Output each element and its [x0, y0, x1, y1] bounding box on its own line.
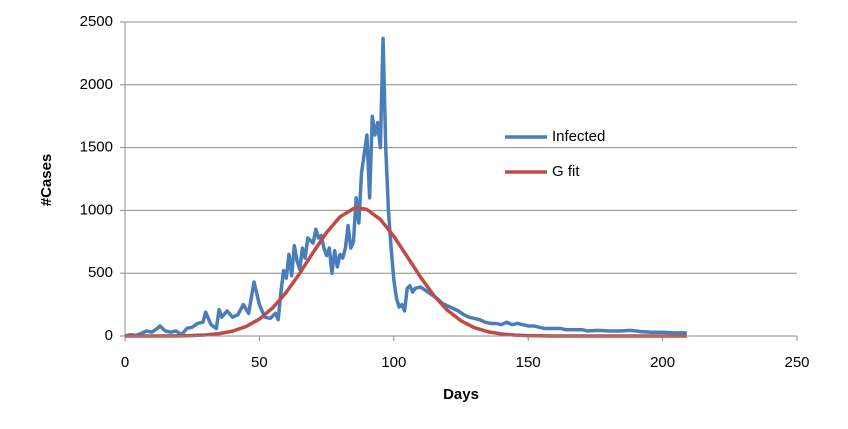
x-axis-title: Days [443, 386, 479, 403]
y-tick-label: 2000 [80, 76, 113, 93]
series-line [124, 36, 687, 338]
y-tick-label: 500 [88, 264, 113, 281]
x-tick-label: 150 [516, 354, 541, 371]
y-tick-label: 1500 [80, 139, 113, 156]
x-tick-label: 50 [251, 354, 268, 371]
y-tick-label: 0 [105, 327, 113, 344]
y-axis-title: #Cases [38, 154, 55, 207]
y-tick-label: 1000 [80, 201, 113, 218]
legend-label: G fit [552, 163, 580, 180]
x-tick-label: 250 [784, 354, 809, 371]
y-tick-label: 2500 [80, 13, 113, 30]
x-tick-label: 200 [650, 354, 675, 371]
x-tick-label: 0 [121, 354, 129, 371]
x-tick-label: 100 [381, 354, 406, 371]
legend-label: Infected [552, 128, 605, 145]
